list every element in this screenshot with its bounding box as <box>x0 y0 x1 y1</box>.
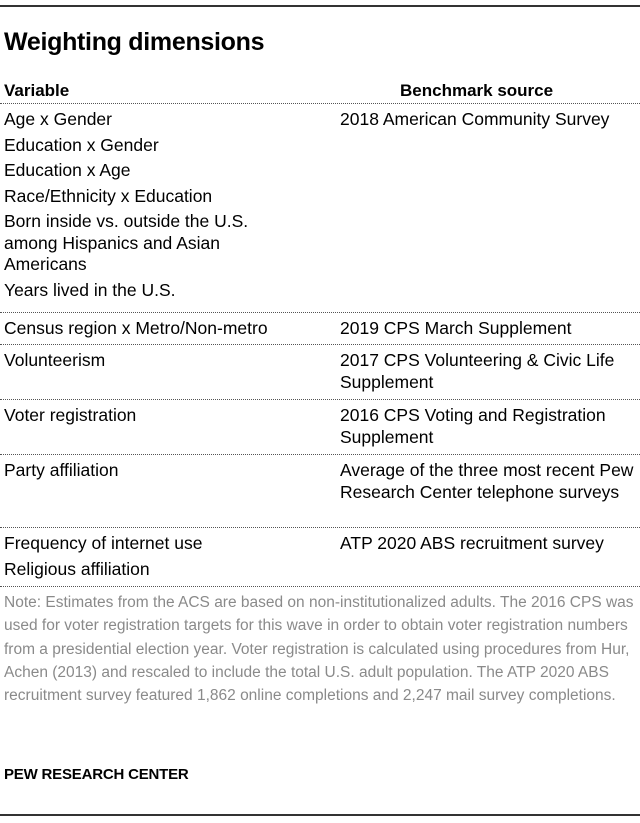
variable-cell: Education x Age <box>4 160 131 180</box>
variable-cell: Born inside vs. outside the U.S. among H… <box>4 211 249 274</box>
table-row: Voter registration 2016 CPS Voting and R… <box>0 400 640 455</box>
variable-cell: Voter registration <box>4 405 137 425</box>
weighting-table: Age x Gender Education x Gender Educatio… <box>0 104 640 587</box>
source-brand: PEW RESEARCH CENTER <box>4 766 189 783</box>
column-header-variable: Variable <box>4 81 70 100</box>
column-header-source: Benchmark source <box>400 81 554 100</box>
table-row: Census region x Metro/Non-metro 2019 CPS… <box>0 313 640 345</box>
source-cell: 2018 American Community Survey <box>340 109 610 129</box>
top-rule <box>0 5 640 7</box>
variable-cell: Education x Gender <box>4 134 159 155</box>
variable-cell: Volunteerism <box>4 350 106 370</box>
note-text: Note: Estimates from the ACS are based o… <box>4 594 634 705</box>
table-row: Volunteerism 2017 CPS Volunteering & Civ… <box>0 345 640 400</box>
variable-cell: Party affiliation <box>4 460 119 480</box>
variable-cell: Age x Gender <box>4 109 112 129</box>
variable-cell: Census region x Metro/Non-metro <box>4 318 268 338</box>
table-row: Frequency of internet use Religious affi… <box>0 528 640 587</box>
variable-cell: Years lived in the U.S. <box>4 279 176 300</box>
page-title: Weighting dimensions <box>4 28 265 56</box>
source-cell: Average of the three most recent Pew Res… <box>340 460 634 502</box>
source-cell: 2017 CPS Volunteering & Civic Life Suppl… <box>340 350 615 392</box>
table-header: Variable Benchmark source <box>0 81 640 104</box>
table-row: Age x Gender Education x Gender Educatio… <box>0 104 640 313</box>
source-cell: 2016 CPS Voting and Registration Supplem… <box>340 405 606 447</box>
table-row: Party affiliation Average of the three m… <box>0 455 640 528</box>
source-cell: 2019 CPS March Supplement <box>340 318 572 338</box>
variable-cell: Frequency of internet use <box>4 533 203 553</box>
bottom-rule <box>0 814 640 816</box>
variable-cell: Religious affiliation <box>4 558 150 579</box>
source-cell: ATP 2020 ABS recruitment survey <box>340 533 604 553</box>
variable-cell: Race/Ethnicity x Education <box>4 185 213 206</box>
